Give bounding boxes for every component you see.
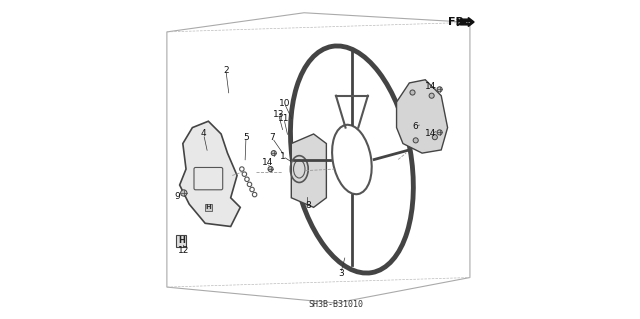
- Circle shape: [432, 135, 437, 140]
- Text: H: H: [178, 236, 185, 245]
- Circle shape: [437, 130, 442, 135]
- Text: 7: 7: [269, 133, 275, 142]
- Text: 1: 1: [280, 152, 285, 161]
- Text: FR.: FR.: [447, 17, 468, 27]
- Text: 12: 12: [178, 246, 189, 255]
- Text: 14: 14: [426, 129, 436, 138]
- Text: SH3B-B31010: SH3B-B31010: [308, 300, 364, 309]
- Text: 10: 10: [278, 99, 290, 108]
- Text: 6: 6: [413, 122, 419, 130]
- Text: 5: 5: [243, 133, 249, 142]
- Text: 8: 8: [305, 201, 311, 210]
- Text: H: H: [205, 204, 211, 210]
- Text: 14: 14: [426, 82, 436, 91]
- FancyArrow shape: [460, 18, 474, 26]
- Text: 4: 4: [201, 130, 206, 138]
- Circle shape: [180, 190, 187, 196]
- Polygon shape: [397, 80, 447, 153]
- Polygon shape: [180, 121, 240, 226]
- Text: 13: 13: [273, 110, 284, 119]
- Text: 2: 2: [223, 66, 228, 75]
- Text: 14: 14: [262, 158, 273, 167]
- Circle shape: [429, 93, 434, 98]
- Text: 11: 11: [278, 114, 290, 123]
- Text: 9: 9: [174, 192, 180, 201]
- Circle shape: [413, 138, 419, 143]
- Polygon shape: [291, 134, 326, 207]
- Circle shape: [410, 90, 415, 95]
- Circle shape: [268, 167, 273, 172]
- Circle shape: [437, 87, 442, 92]
- Text: 3: 3: [338, 269, 344, 278]
- Circle shape: [271, 151, 276, 156]
